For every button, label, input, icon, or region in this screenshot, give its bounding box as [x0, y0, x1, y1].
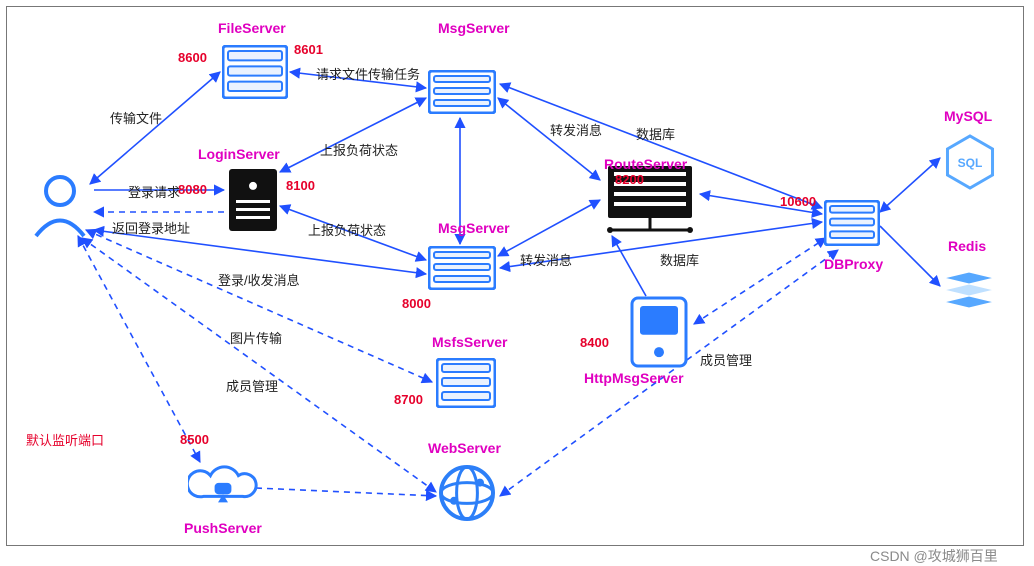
label-dbproxy: DBProxy — [824, 256, 883, 272]
label-loginserver: LoginServer — [198, 146, 280, 162]
port-2: 8080 — [178, 182, 207, 197]
edge-label-8: 转发消息 — [520, 250, 572, 269]
label-routeserver: RouteServer — [604, 156, 687, 172]
edge-label-2: 返回登录地址 — [112, 218, 190, 237]
label-fileserver: FileServer — [218, 20, 286, 36]
node-dbproxy — [824, 200, 880, 246]
edge-label-3: 请求文件传输任务 — [316, 64, 420, 83]
svg-text:SQL: SQL — [958, 156, 983, 170]
edge-label-14: 成员管理 — [226, 376, 278, 395]
edge-label-9: 数据库 — [636, 124, 675, 143]
label-webserver: WebServer — [428, 440, 501, 456]
port-0: 8600 — [178, 50, 207, 65]
edge-label-10: 数据库 — [660, 250, 699, 269]
node-user — [30, 170, 90, 240]
diagram-frame — [6, 6, 1024, 546]
label-httpmsgserver: HttpMsgServer — [584, 370, 684, 386]
port-3: 8100 — [286, 178, 315, 193]
node-mysql: SQL — [942, 132, 998, 192]
node-pushserver — [188, 460, 258, 512]
node-msgserver1 — [428, 70, 496, 114]
port-6: 8400 — [580, 335, 609, 350]
port-7: 8700 — [394, 392, 423, 407]
port-9: 10600 — [780, 194, 816, 209]
node-msfsserver — [436, 358, 496, 408]
edge-label-5: 上报负荷状态 — [308, 220, 386, 239]
edge-label-0: 传输文件 — [110, 108, 162, 127]
label-msfsserver: MsfsServer — [432, 334, 508, 350]
label-mysql: MySQL — [944, 108, 992, 124]
port-1: 8601 — [294, 42, 323, 57]
node-redis — [940, 266, 998, 314]
default-port-note: 默认监听端口 — [26, 430, 104, 449]
edge-label-4: 上报负荷状态 — [320, 140, 398, 159]
edge-label-7: 转发消息 — [550, 120, 602, 139]
edge-label-1: 登录请求 — [128, 182, 180, 201]
port-4: 8000 — [402, 296, 431, 311]
node-msgserver2 — [428, 246, 496, 290]
label-redis: Redis — [948, 238, 986, 254]
label-msgserver1: MsgServer — [438, 20, 510, 36]
node-loginserver — [228, 168, 278, 232]
port-5: 8200 — [615, 172, 644, 187]
label-pushserver: PushServer — [184, 520, 262, 536]
node-webserver — [438, 464, 496, 522]
node-httpmsgserver — [626, 296, 692, 368]
edge-label-6: 登录/收发消息 — [218, 270, 300, 289]
node-fileserver — [222, 45, 288, 99]
label-msgserver2: MsgServer — [438, 220, 510, 236]
port-8: 8500 — [180, 432, 209, 447]
watermark: CSDN @攻城狮百里 — [870, 546, 998, 566]
edge-label-13: 图片传输 — [230, 328, 282, 347]
edge-label-17: 成员管理 — [700, 350, 752, 369]
